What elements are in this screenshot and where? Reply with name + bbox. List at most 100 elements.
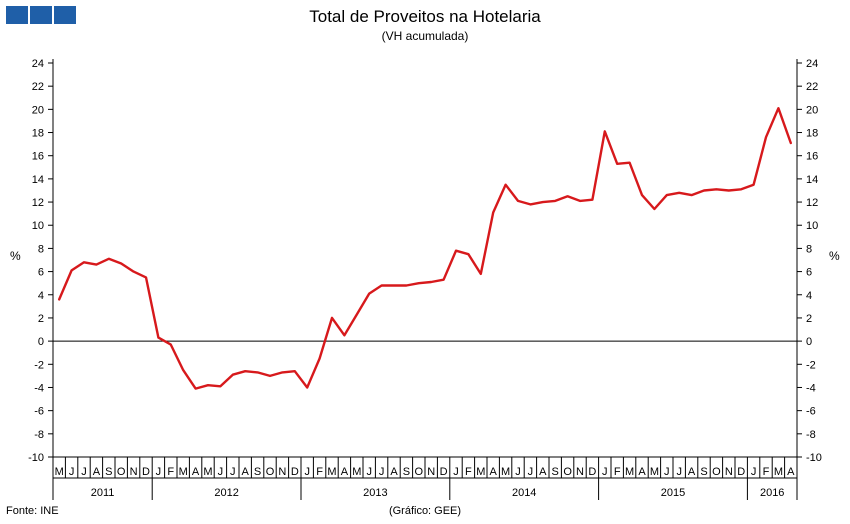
y-tick-label-right: 4: [806, 290, 812, 302]
logo-square: [30, 6, 52, 24]
y-tick-label-left: 24: [32, 58, 44, 70]
x-month-label: F: [614, 466, 621, 478]
y-tick-label-left: -8: [34, 429, 44, 441]
x-month-label: J: [366, 466, 372, 478]
x-month-label: O: [415, 466, 424, 478]
y-tick-label-left: 4: [38, 290, 44, 302]
x-year-label: 2014: [512, 487, 536, 499]
x-month-label: M: [55, 466, 64, 478]
x-month-label: S: [552, 466, 559, 478]
x-month-label: M: [203, 466, 212, 478]
x-month-label: M: [625, 466, 634, 478]
y-tick-label-right: -6: [806, 406, 816, 418]
source-note: Fonte: INE: [6, 505, 59, 517]
x-month-label: N: [725, 466, 733, 478]
x-month-label: J: [664, 466, 670, 478]
y-tick-label-left: 10: [32, 220, 44, 232]
y-tick-label-right: 20: [806, 104, 818, 116]
x-month-label: F: [763, 466, 770, 478]
x-year-label: 2016: [760, 487, 784, 499]
y-tick-label-right: -4: [806, 382, 816, 394]
logo-square: [6, 6, 28, 24]
y-tick-label-left: -10: [28, 452, 44, 464]
x-month-label: A: [93, 466, 101, 478]
y-tick-label-right: -10: [806, 452, 822, 464]
y-tick-label-left: -6: [34, 406, 44, 418]
x-month-label: J: [453, 466, 459, 478]
y-tick-label-left: 2: [38, 313, 44, 325]
x-month-label: O: [117, 466, 126, 478]
x-month-label: J: [69, 466, 75, 478]
y-tick-label-left: 20: [32, 104, 44, 116]
y-tick-label-left: 0: [38, 336, 44, 348]
x-month-label: A: [688, 466, 696, 478]
x-month-label: J: [156, 466, 162, 478]
y-tick-label-right: 16: [806, 151, 818, 163]
x-month-label: M: [352, 466, 361, 478]
x-month-label: A: [490, 466, 498, 478]
x-year-label: 2012: [214, 487, 238, 499]
y-tick-label-right: 8: [806, 243, 812, 255]
x-month-label: M: [501, 466, 510, 478]
x-month-label: S: [700, 466, 707, 478]
x-month-label: J: [218, 466, 224, 478]
x-year-label: 2011: [91, 487, 115, 499]
x-month-label: D: [291, 466, 299, 478]
chart-subtitle: (VH acumulada): [381, 29, 469, 43]
x-month-label: J: [304, 466, 310, 478]
x-month-label: J: [676, 466, 682, 478]
x-month-label: N: [130, 466, 138, 478]
x-month-label: D: [142, 466, 150, 478]
y-tick-label-left: -4: [34, 382, 44, 394]
x-month-label: O: [712, 466, 721, 478]
x-month-label: A: [638, 466, 646, 478]
x-month-label: M: [774, 466, 783, 478]
y-tick-label-right: 10: [806, 220, 818, 232]
x-year-label: 2015: [661, 487, 685, 499]
chart-title: Total de Proveitos na Hotelaria: [309, 7, 541, 26]
x-month-label: J: [230, 466, 236, 478]
x-month-label: J: [81, 466, 87, 478]
x-month-label: J: [379, 466, 385, 478]
y-tick-label-left: 18: [32, 128, 44, 140]
x-month-label: D: [440, 466, 448, 478]
y-tick-label-right: 22: [806, 81, 818, 93]
x-month-label: A: [242, 466, 250, 478]
x-month-label: M: [476, 466, 485, 478]
y-tick-label-right: 24: [806, 58, 818, 70]
y-tick-label-right: 18: [806, 128, 818, 140]
x-year-label: 2013: [363, 487, 387, 499]
y-tick-label-left: 14: [32, 174, 44, 186]
x-month-label: J: [515, 466, 521, 478]
x-month-label: A: [341, 466, 349, 478]
x-month-label: F: [316, 466, 323, 478]
x-month-label: D: [588, 466, 596, 478]
x-month-label: S: [254, 466, 261, 478]
x-month-label: A: [787, 466, 795, 478]
y-tick-label-left: 8: [38, 243, 44, 255]
logo-square: [54, 6, 76, 24]
y-tick-label-right: 2: [806, 313, 812, 325]
x-month-label: F: [465, 466, 472, 478]
x-month-label: M: [650, 466, 659, 478]
y-tick-label-right: 6: [806, 267, 812, 279]
x-month-label: M: [179, 466, 188, 478]
credit-note: (Gráfico: GEE): [388, 505, 462, 517]
x-month-label: N: [576, 466, 584, 478]
x-month-label: F: [167, 466, 174, 478]
x-month-label: J: [528, 466, 534, 478]
y-axis-label-right: %: [829, 249, 840, 263]
y-tick-label-right: 14: [806, 174, 818, 186]
x-month-label: A: [539, 466, 547, 478]
y-tick-label-left: -2: [34, 359, 44, 371]
ine-logo-icon: [6, 6, 76, 24]
x-month-label: S: [105, 466, 112, 478]
y-tick-label-left: 6: [38, 267, 44, 279]
x-month-label: S: [403, 466, 410, 478]
y-tick-label-right: 0: [806, 336, 812, 348]
x-month-label: D: [737, 466, 745, 478]
x-month-label: A: [390, 466, 398, 478]
y-tick-label-right: -8: [806, 429, 816, 441]
x-month-label: O: [563, 466, 572, 478]
x-month-label: J: [602, 466, 608, 478]
